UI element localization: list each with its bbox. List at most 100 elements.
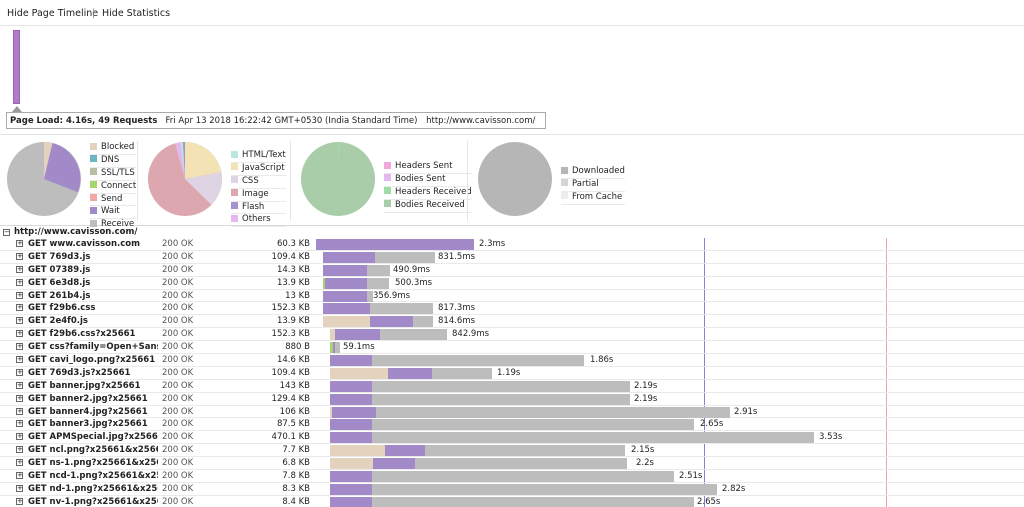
timing-segment-wait xyxy=(323,251,375,263)
request-row[interactable]: + GET 07389.js 200 OK 14.3 KB 490.9ms xyxy=(0,264,1024,277)
request-row[interactable]: + GET www.cavisson.com 200 OK 60.3 KB 2.3ms xyxy=(0,238,1024,251)
request-row[interactable]: + GET banner4.jpg?x25661 200 OK 106 KB 2.91s xyxy=(0,406,1024,419)
request-row[interactable]: + GET 6e3d8.js 200 OK 13.9 KB 500.3ms xyxy=(0,277,1024,290)
request-status: 200 OK xyxy=(162,445,194,456)
expand-icon[interactable]: + xyxy=(16,329,23,338)
expand-icon[interactable]: + xyxy=(16,380,23,389)
hide-statistics-link[interactable]: Hide Statistics xyxy=(102,8,171,19)
request-url[interactable]: GET banner4.jpg?x25661 xyxy=(28,406,148,417)
legend-ssl: SSL/TLS xyxy=(90,168,137,181)
expand-icon[interactable]: + xyxy=(16,496,23,505)
timing-segment-wait xyxy=(335,329,380,341)
request-row[interactable]: + GET cavi_logo.png?x25661 200 OK 14.6 KB 1.… xyxy=(0,354,1024,367)
expand-icon[interactable]: + xyxy=(16,355,23,364)
request-time: 2.82s xyxy=(722,483,746,494)
request-status: 200 OK xyxy=(162,239,194,249)
expand-icon[interactable]: + xyxy=(16,471,23,480)
timing-segment-wait xyxy=(330,432,372,444)
request-row[interactable]: + GET 769d3.js?x25661 200 OK 109.4 KB 1.19s xyxy=(0,367,1024,380)
timing-segment-receive xyxy=(372,419,694,431)
cache-pie-chart xyxy=(478,142,552,216)
expand-icon[interactable]: + xyxy=(16,251,23,260)
request-url[interactable]: GET banner.jpg?x25661 xyxy=(28,380,141,391)
hide-page-timeline-link[interactable]: Hide Page Timeline xyxy=(7,8,99,19)
timing-segment-receive xyxy=(372,483,717,495)
legend-css: CSS xyxy=(231,176,286,189)
expand-icon[interactable]: + xyxy=(16,367,23,376)
expand-icon[interactable]: + xyxy=(16,239,23,247)
expand-icon[interactable]: + xyxy=(16,342,23,351)
request-row[interactable]: + GET f29b6.css 200 OK 152.3 KB 817.3ms xyxy=(0,302,1024,316)
request-url[interactable]: GET css?family=Open+Sans:3 xyxy=(28,342,158,353)
request-url[interactable]: GET 769d3.js?x25661 xyxy=(28,367,131,378)
request-row[interactable]: + GET banner3.jpg?x25661 200 OK 87.5 KB 2.65… xyxy=(0,418,1024,432)
traffic-pie-chart xyxy=(301,141,375,216)
request-row[interactable]: + GET f29b6.css?x25661 200 OK 152.3 KB 842.9… xyxy=(0,328,1024,342)
expand-icon[interactable]: + xyxy=(16,445,23,454)
request-status: 200 OK xyxy=(162,458,194,469)
request-url[interactable]: GET 07389.js xyxy=(28,264,91,275)
request-url[interactable]: GET f29b6.css?x25661 xyxy=(28,329,136,340)
request-url[interactable]: GET ns-1.png?x25661&x25661 xyxy=(28,458,158,469)
request-row[interactable]: + GET ns-1.png?x25661&x25661 200 OK 6.8 KB 2… xyxy=(0,457,1024,471)
page-timeline-bar[interactable] xyxy=(13,30,20,104)
expand-icon[interactable]: + xyxy=(16,419,23,428)
site-group-header[interactable]: − http://www.cavisson.com/ xyxy=(3,227,137,239)
request-url[interactable]: GET ncd-1.png?x25661&x256 xyxy=(28,471,158,482)
request-row[interactable]: + GET 2e4f0.js 200 OK 13.9 KB 814.6ms xyxy=(0,315,1024,329)
expand-icon[interactable]: + xyxy=(16,264,23,273)
request-url[interactable]: GET 2e4f0.js xyxy=(28,316,88,327)
expand-icon[interactable]: + xyxy=(16,458,23,467)
expand-icon[interactable]: + xyxy=(16,393,23,402)
request-url[interactable]: GET f29b6.css xyxy=(28,303,96,314)
timing-segment-blocked xyxy=(323,316,370,328)
request-row[interactable]: + GET 261b4.js 200 OK 13 KB 356.9ms xyxy=(0,290,1024,303)
request-row[interactable]: + GET ncd-1.png?x25661&x256 200 OK 7.8 KB 2.… xyxy=(0,470,1024,483)
request-url[interactable]: GET 769d3.js xyxy=(28,251,91,262)
expand-icon[interactable]: + xyxy=(16,290,23,299)
collapse-icon[interactable]: − xyxy=(3,228,10,236)
timing-segment-connect xyxy=(330,342,333,354)
request-row[interactable]: + GET nd-1.png?x25661&x2566 200 OK 8.3 KB 2.… xyxy=(0,483,1024,496)
request-row[interactable]: + GET APMSpecial.jpg?x25661 200 OK 470.1 KB… xyxy=(0,431,1024,445)
timing-segment-connect xyxy=(323,277,325,289)
request-url[interactable]: GET banner3.jpg?x25661 xyxy=(28,419,148,430)
request-row[interactable]: + GET nv-1.png?x25661&x2566 200 OK 8.4 KB 2.… xyxy=(0,496,1024,507)
request-status: 200 OK xyxy=(162,406,194,417)
request-url[interactable]: GET cavi_logo.png?x25661 xyxy=(28,355,156,366)
request-url[interactable]: GET nv-1.png?x25661&x2566 xyxy=(28,496,158,507)
pie-slice-wait xyxy=(44,143,81,193)
expand-icon[interactable]: + xyxy=(16,406,23,415)
request-size: 8.4 KB xyxy=(282,496,310,507)
request-row[interactable]: + GET css?family=Open+Sans:3 200 OK 880 B 59… xyxy=(0,341,1024,355)
request-url[interactable]: GET 261b4.js xyxy=(28,290,91,301)
request-url[interactable]: GET 6e3d8.js xyxy=(28,277,91,288)
request-size: 152.3 KB xyxy=(271,303,310,314)
request-url[interactable]: GET nd-1.png?x25661&x2566 xyxy=(28,483,158,494)
request-time: 2.19s xyxy=(634,380,658,391)
request-url[interactable]: GET www.cavisson.com xyxy=(28,239,140,249)
timing-segment-receive xyxy=(367,277,389,289)
timing-segment-wait xyxy=(323,290,367,302)
request-row[interactable]: + GET ncl.png?x25661&x25661 200 OK 7.7 KB 2.… xyxy=(0,444,1024,458)
request-row[interactable]: + GET 769d3.js 200 OK 109.4 KB 831.5ms xyxy=(0,251,1024,264)
expand-icon[interactable]: + xyxy=(16,277,23,286)
expand-icon[interactable]: + xyxy=(16,432,23,441)
expand-icon[interactable]: + xyxy=(16,316,23,325)
expand-icon[interactable]: + xyxy=(16,483,23,492)
pie-slice-headers-received xyxy=(338,141,340,179)
request-url[interactable]: GET banner2.jpg?x25661 xyxy=(28,393,148,404)
request-url[interactable]: GET APMSpecial.jpg?x25661 xyxy=(28,432,158,443)
request-url[interactable]: GET ncl.png?x25661&x25661 xyxy=(28,445,158,456)
legend-from-cache: From Cache xyxy=(561,192,625,205)
expand-icon[interactable]: + xyxy=(16,303,23,312)
request-time: 1.19s xyxy=(497,367,521,378)
request-time: 2.91s xyxy=(734,406,758,417)
request-row[interactable]: + GET banner2.jpg?x25661 200 OK 129.4 KB 2.1… xyxy=(0,393,1024,406)
request-size: 60.3 KB xyxy=(276,239,310,249)
legend-downloaded: Downloaded xyxy=(561,166,625,179)
request-row[interactable]: + GET banner.jpg?x25661 200 OK 143 KB 2.19s xyxy=(0,380,1024,393)
timing-segment-wait xyxy=(325,277,367,289)
legend-others: Others xyxy=(231,214,286,228)
request-time: 2.2s xyxy=(636,458,654,469)
